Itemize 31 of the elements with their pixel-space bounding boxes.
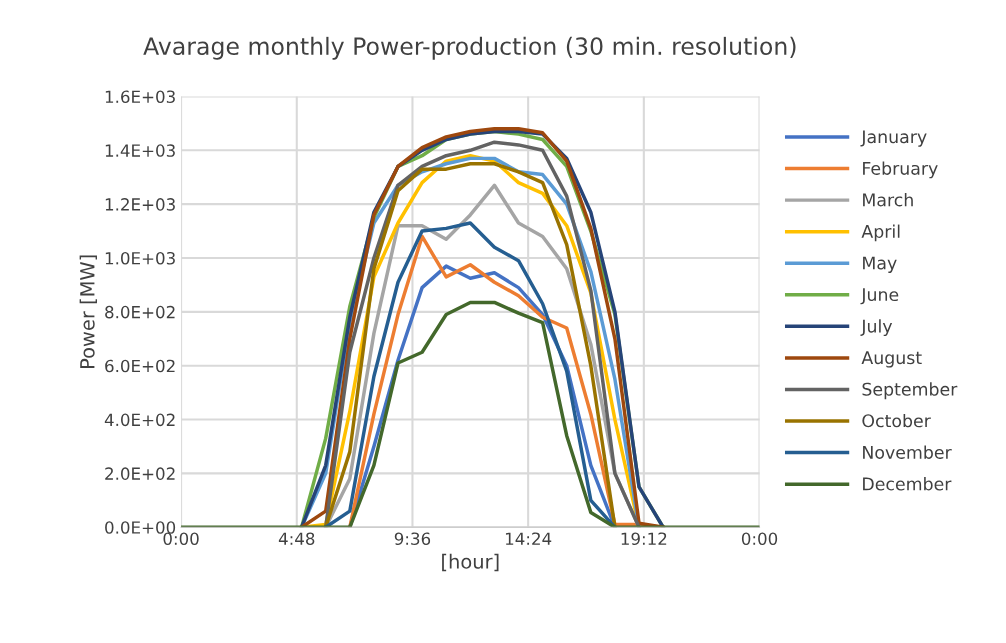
- y-axis-title: Power [MW]: [79, 255, 97, 369]
- legend-label: August: [861, 351, 922, 368]
- legend-label: November: [863, 445, 952, 459]
- y-tick-label: 1.4E+03: [105, 144, 175, 157]
- y-tick-label: 8.0E+02: [105, 305, 175, 319]
- legend-label: June: [860, 288, 899, 305]
- x-axis-title: [hour]: [442, 553, 499, 572]
- legend-label: May: [863, 256, 897, 273]
- x-tick-label: 4:48: [278, 532, 315, 546]
- legend-label: December: [863, 477, 952, 491]
- chart-title: Avarage monthly Power-production (30 min. resolution): [143, 36, 796, 60]
- line-series: [323, 221, 617, 528]
- x-tick-label: 14:24: [505, 532, 552, 545]
- y-tick-label: 1.6E+03: [105, 90, 175, 104]
- y-tick-label: 4.0E+02: [104, 413, 175, 427]
- legend-label: February: [863, 161, 938, 179]
- legend-label: July: [860, 319, 893, 337]
- y-tick-label: 0.0E+00: [105, 521, 176, 534]
- y-tick-label: 2.0E+02: [105, 467, 175, 480]
- legend-label: October: [862, 413, 931, 428]
- legend-label: January: [860, 130, 927, 147]
- y-tick-label: 6.0E+02: [105, 359, 175, 373]
- x-tick-label: 0:00: [163, 532, 199, 546]
- x-tick-label: 9:36: [394, 532, 431, 546]
- x-tick-label: 19:12: [621, 532, 667, 546]
- legend-label: September: [862, 382, 958, 400]
- legend-label: April: [861, 224, 900, 242]
- y-tick-label: 1.0E+03: [105, 251, 175, 265]
- x-tick-label: 0:00: [741, 532, 778, 546]
- legend-label: March: [863, 193, 913, 207]
- y-tick-label: 1.2E+03: [105, 198, 175, 211]
